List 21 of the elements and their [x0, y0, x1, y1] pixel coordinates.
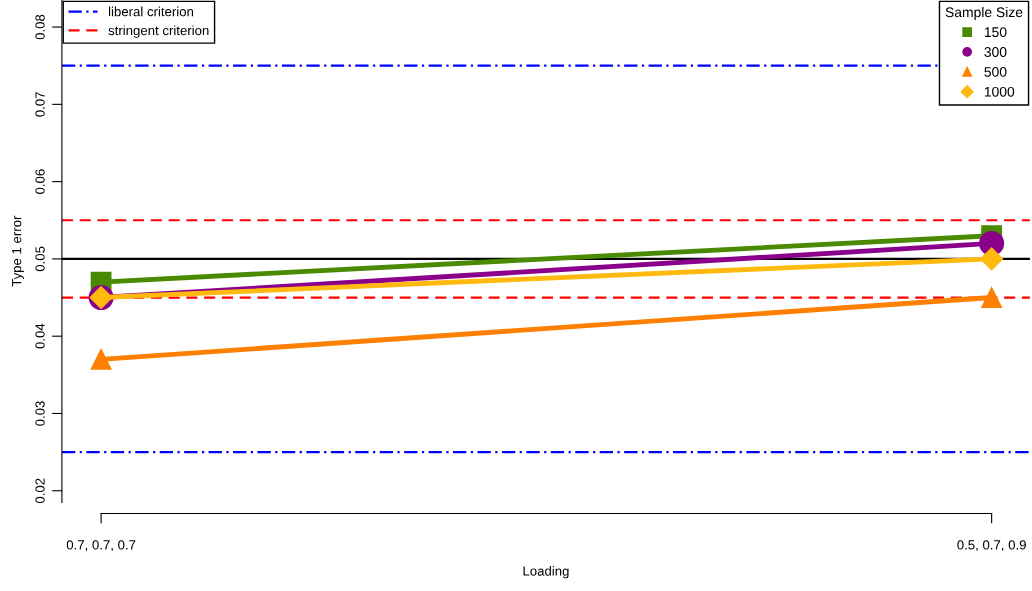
point	[981, 287, 1003, 308]
legend-label: 1000	[984, 86, 1015, 97]
legend-title: Sample Size	[945, 6, 1023, 20]
y-tick-label: 0.05	[35, 246, 45, 272]
legend-label: 150	[984, 27, 1007, 38]
legend-label: stringent criterion	[108, 25, 209, 38]
y-tick-label: 0.06	[35, 169, 45, 194]
legend-label: 300	[984, 47, 1007, 57]
legend-label: 500	[984, 66, 1007, 77]
y-tick-label: 0.04	[35, 323, 45, 349]
legend-label: liberal criterion	[108, 6, 194, 17]
x-tick-label: 0.7, 0.7, 0.7	[66, 540, 136, 552]
x-axis-title: Loading	[523, 566, 569, 579]
x-tick-label: 0.5, 0.7, 0.9	[957, 540, 1026, 552]
y-axis-title: Type 1 error	[12, 215, 24, 287]
point	[90, 348, 112, 370]
y-tick-label: 0.07	[35, 92, 45, 117]
y-tick-label: 0.08	[35, 14, 45, 40]
point	[980, 247, 1004, 271]
y-tick-label: 0.02	[35, 478, 45, 504]
y-tick-label: 0.03	[35, 401, 45, 426]
